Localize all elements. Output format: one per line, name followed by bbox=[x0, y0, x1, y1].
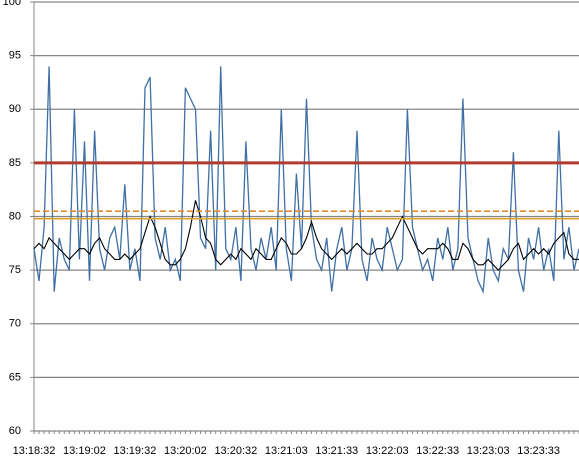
x-tick-label: 13:22:03 bbox=[366, 445, 409, 457]
y-tick-label: 95 bbox=[9, 50, 21, 62]
y-tick-label: 65 bbox=[9, 371, 21, 383]
series-line bbox=[33, 66, 579, 295]
y-tick-label: 85 bbox=[9, 157, 21, 169]
x-tick-label: 13:18:32 bbox=[13, 445, 56, 457]
x-tick-label: 13:21:03 bbox=[265, 445, 308, 457]
y-tick-label: 75 bbox=[9, 264, 21, 276]
y-tick-label: 90 bbox=[9, 103, 21, 115]
x-tick-label: 13:23:03 bbox=[467, 445, 510, 457]
series-line bbox=[33, 200, 579, 271]
x-tick-label: 13:23:33 bbox=[517, 445, 560, 457]
x-tick-label: 13:20:02 bbox=[164, 445, 207, 457]
y-tick-label: 100 bbox=[3, 0, 21, 8]
x-tick-label: 13:21:33 bbox=[315, 445, 358, 457]
y-tick-label: 60 bbox=[9, 425, 21, 437]
x-tick-label: 13:22:33 bbox=[416, 445, 459, 457]
x-tick-label: 13:19:32 bbox=[114, 445, 157, 457]
y-tick-label: 80 bbox=[9, 210, 21, 222]
x-tick-label: 13:20:32 bbox=[214, 445, 257, 457]
y-tick-label: 70 bbox=[9, 318, 21, 330]
x-tick-label: 13:19:02 bbox=[63, 445, 106, 457]
